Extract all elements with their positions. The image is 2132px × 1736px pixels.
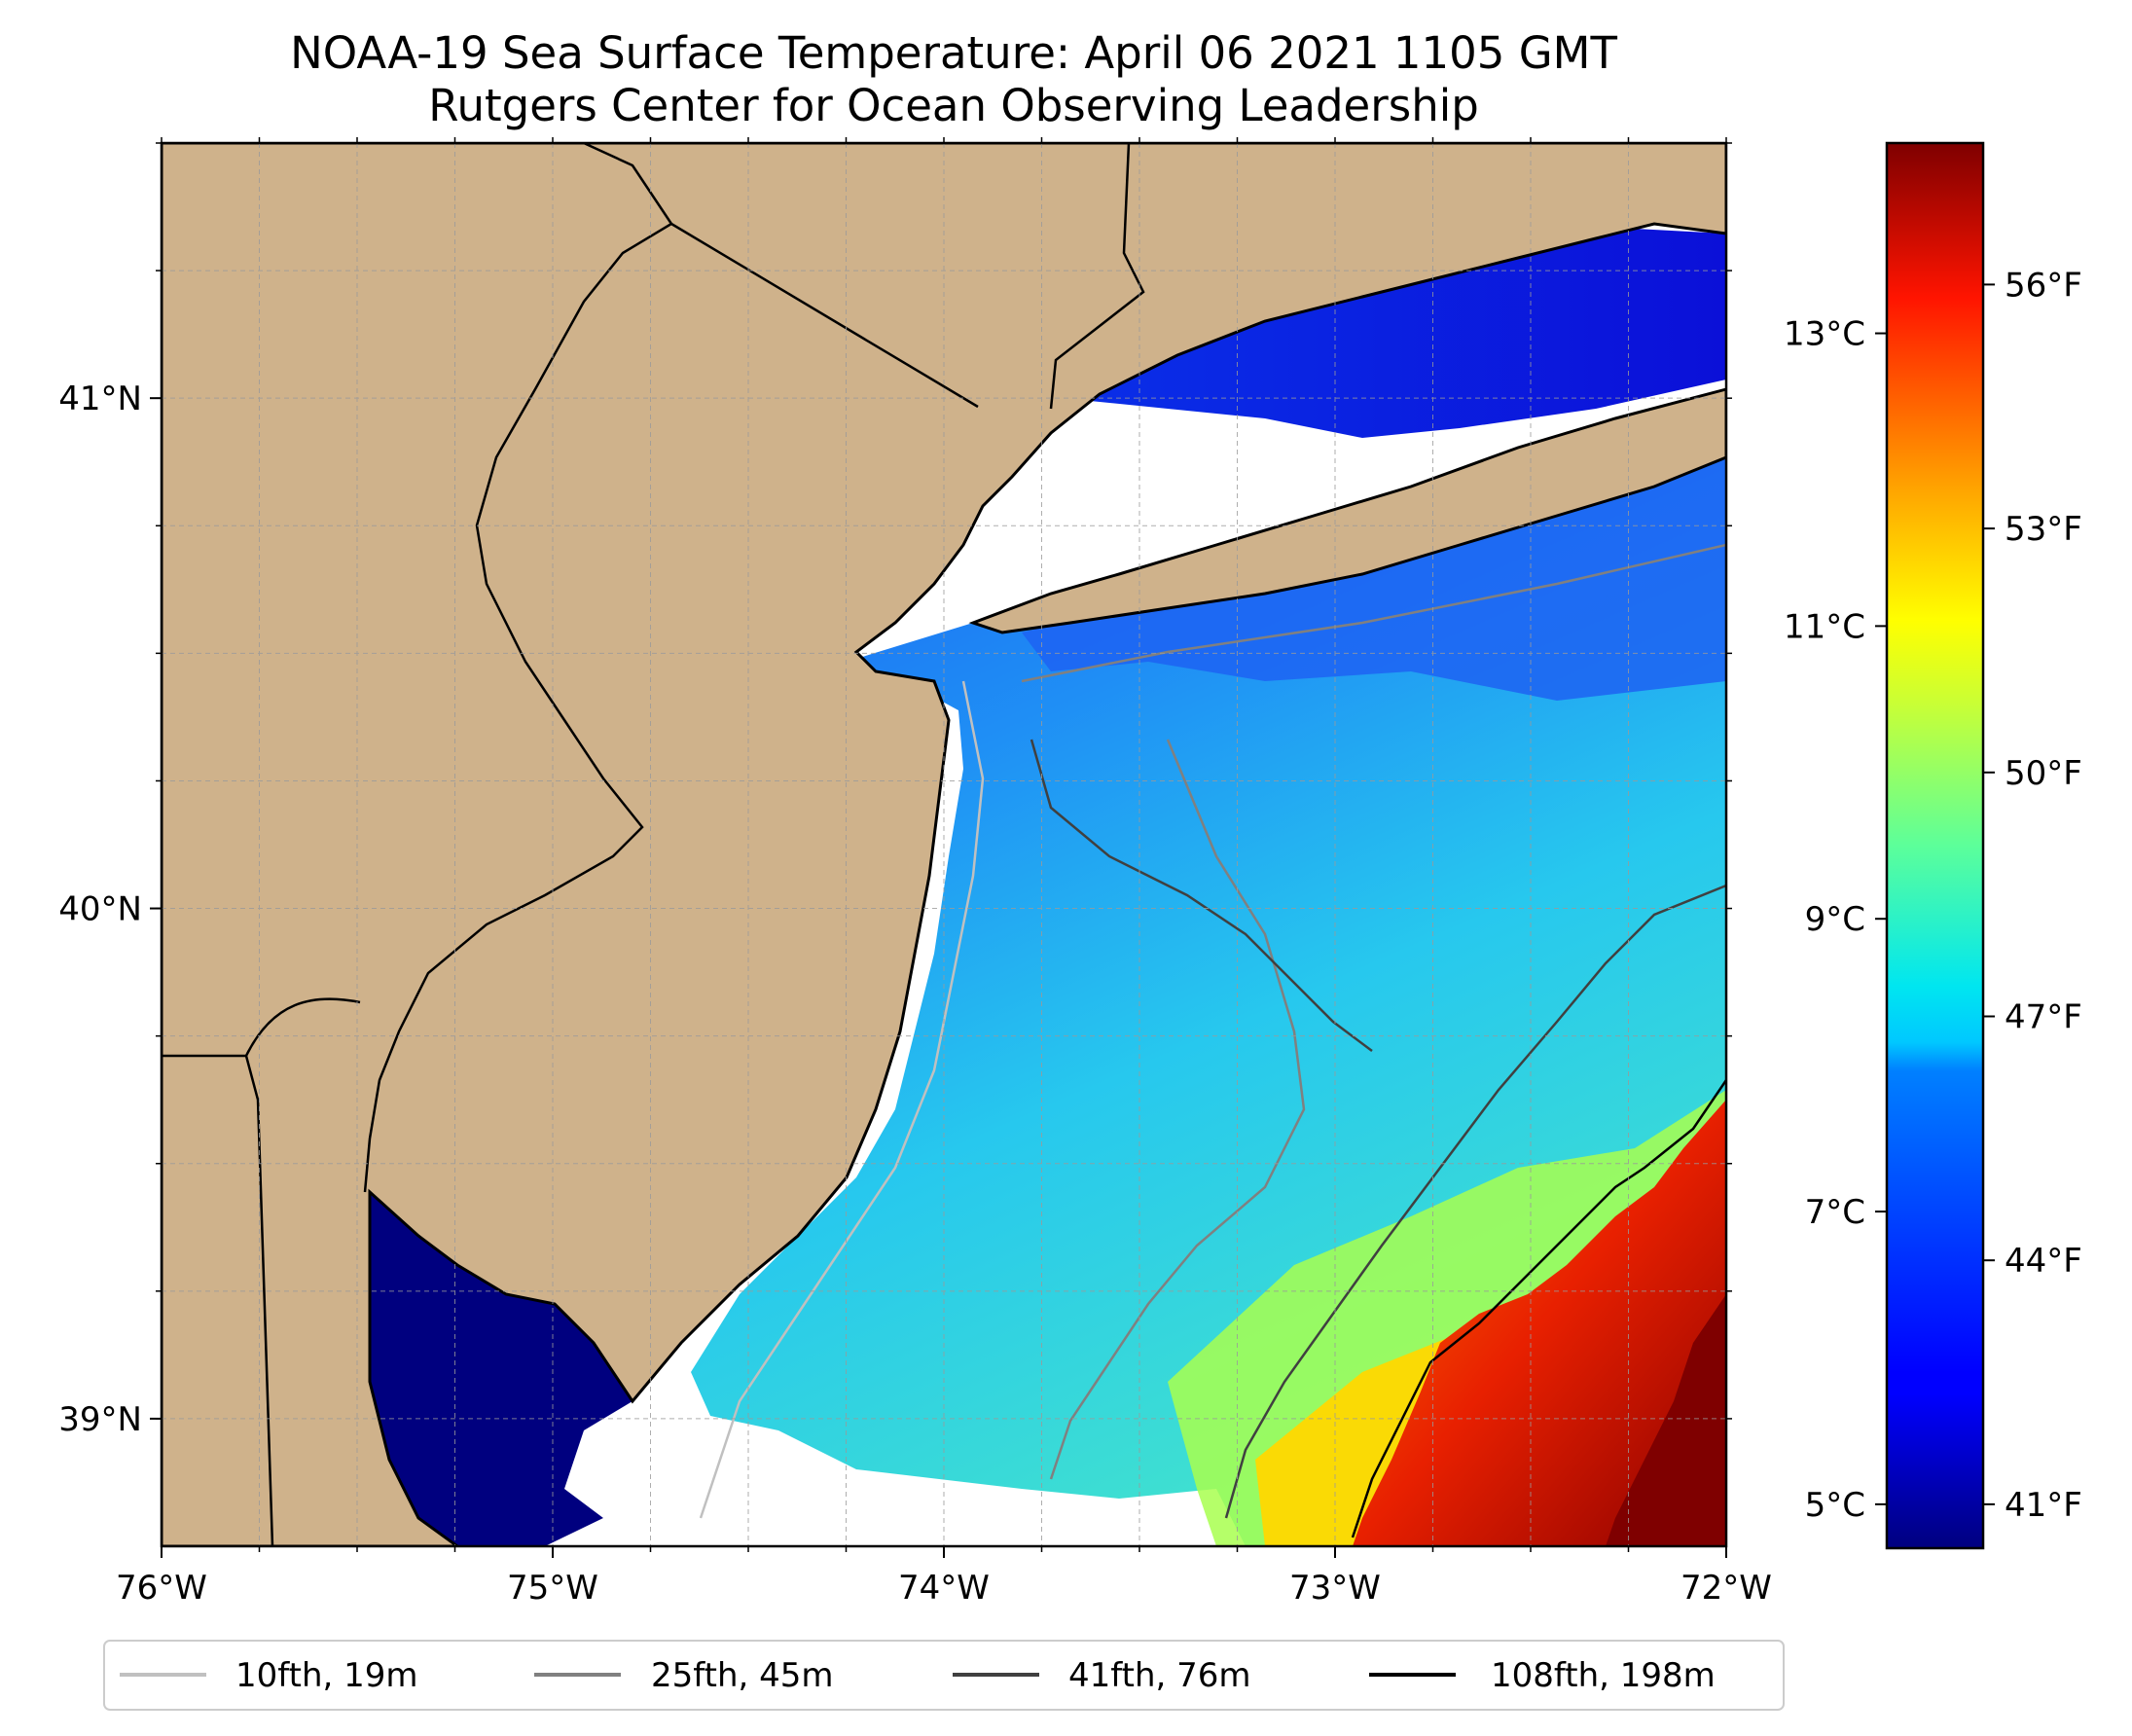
colorbar-fahrenheit-label: 44°F xyxy=(2005,1242,2082,1281)
x-tick-label: 76°W xyxy=(116,1569,207,1608)
chart-subtitle: Rutgers Center for Ocean Observing Leade… xyxy=(428,80,1479,131)
legend-box xyxy=(103,1640,1785,1711)
colorbar-celsius-label: 7°C xyxy=(1805,1193,1865,1232)
sst-hot-core xyxy=(1606,1294,1726,1546)
contour-10fth xyxy=(699,680,985,1519)
colorbar-celsius-label: 11°C xyxy=(1784,607,1865,646)
colorbar-celsius-label: 9°C xyxy=(1805,900,1865,939)
colorbar-gradient xyxy=(1885,141,1985,1550)
colorbar-fahrenheit-axis: 41°F 44°F 47°F 50°F 53°F 56°F xyxy=(1983,266,2082,1525)
x-tick-label: 73°W xyxy=(1289,1569,1381,1608)
gridlines xyxy=(162,143,1726,1546)
sst-long-island-sound xyxy=(1070,229,1726,438)
legend: 10fth, 19m 25fth, 45m 41fth, 76m 108fth,… xyxy=(103,1640,1785,1711)
colorbar-celsius-label: 5°C xyxy=(1805,1486,1865,1525)
map-area xyxy=(162,143,1726,1546)
land-long-island xyxy=(968,387,1726,634)
colorbar: 5°C 7°C 9°C 11°C 13°C 41°F 44°F 47°F 50°F 53°F 56… xyxy=(1784,141,2082,1550)
colorbar-fahrenheit-label: 53°F xyxy=(2005,510,2082,549)
y-tick-label: 39°N xyxy=(58,1400,142,1439)
y-tick-label: 41°N xyxy=(58,380,142,418)
colorbar-celsius-axis: 5°C 7°C 9°C 11°C 13°C xyxy=(1784,315,1887,1525)
chart-title: NOAA-19 Sea Surface Temperature: April 0… xyxy=(290,27,1617,79)
x-tick-label: 72°W xyxy=(1680,1569,1772,1608)
colorbar-celsius-label: 13°C xyxy=(1784,315,1865,354)
legend-label-10fth: 10fth, 19m xyxy=(235,1656,418,1695)
legend-label-25fth: 25fth, 45m xyxy=(651,1656,834,1695)
sst-warm-water xyxy=(1353,1100,1726,1546)
colorbar-fahrenheit-label: 56°F xyxy=(2005,266,2082,305)
colorbar-fahrenheit-label: 41°F xyxy=(2005,1486,2082,1525)
sst-delaware-bay xyxy=(370,1192,632,1546)
legend-label-108fth: 108fth, 198m xyxy=(1491,1656,1716,1695)
y-tick-label: 40°N xyxy=(58,890,142,929)
x-tick-label: 74°W xyxy=(898,1569,990,1608)
x-axis: 76°W 75°W 74°W 73°W 72°W xyxy=(116,1546,1772,1608)
x-tick-label: 75°W xyxy=(507,1569,598,1608)
colorbar-fahrenheit-label: 47°F xyxy=(2005,997,2082,1036)
y-axis: 39°N 40°N 41°N xyxy=(58,380,162,1439)
colorbar-fahrenheit-label: 50°F xyxy=(2005,754,2082,793)
contour-41fth xyxy=(1030,739,1726,1519)
state-borders xyxy=(162,143,1145,1546)
legend-label-41fth: 41fth, 76m xyxy=(1068,1656,1251,1695)
contour-108fth xyxy=(1351,1079,1726,1538)
